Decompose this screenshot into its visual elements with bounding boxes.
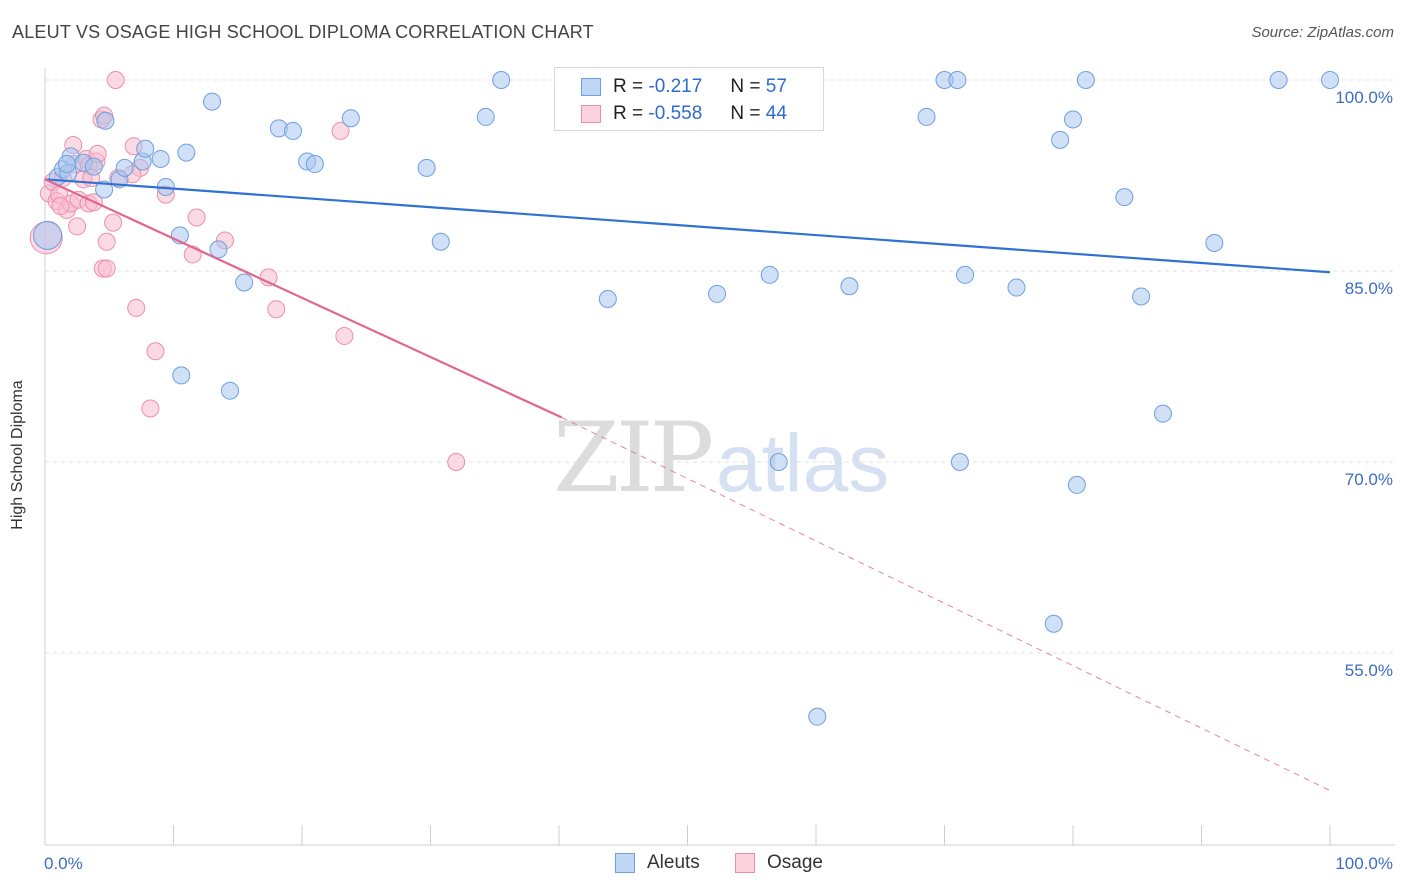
osage-point bbox=[447, 453, 466, 471]
bottom-legend-label-aleuts: Aleuts bbox=[647, 852, 700, 873]
legend-n-value-osage: 44 bbox=[765, 103, 787, 124]
aleut-point bbox=[57, 155, 76, 174]
aleut-point bbox=[1321, 71, 1339, 89]
y-tick-label: 55.0% bbox=[1345, 661, 1393, 680]
osage-point bbox=[331, 121, 350, 140]
aleut-point bbox=[1153, 404, 1172, 423]
aleut-point bbox=[708, 284, 727, 303]
osage-point bbox=[68, 217, 87, 236]
tick-labels: 100.0% 85.0% 70.0% 55.0% 0.0% 100.0% bbox=[44, 88, 1393, 873]
x-tick-label: 100.0% bbox=[1335, 854, 1393, 873]
aleut-point bbox=[33, 220, 63, 250]
aleut-trend-line bbox=[44, 178, 1331, 274]
aleut-point bbox=[1007, 278, 1026, 297]
legend-row-osage: R = -0.558 N = 44 bbox=[581, 101, 787, 127]
osage-point bbox=[187, 208, 206, 227]
legend-r-label: R = bbox=[613, 76, 644, 97]
aleut-point bbox=[1205, 233, 1224, 252]
osage-point bbox=[141, 399, 160, 418]
aleut-point bbox=[1132, 287, 1151, 306]
trend-lines bbox=[44, 178, 1331, 791]
osage-point bbox=[267, 300, 286, 319]
x-tick-label: 0.0% bbox=[44, 854, 83, 873]
aleut-point bbox=[177, 143, 196, 162]
aleut-point bbox=[1076, 71, 1095, 89]
aleut-point bbox=[948, 71, 967, 89]
aleut-point bbox=[151, 149, 170, 168]
aleut-point bbox=[917, 107, 936, 126]
bottom-legend-swatch-osage bbox=[735, 853, 755, 873]
bottom-legend-aleuts: Aleuts bbox=[615, 852, 700, 874]
legend-n-label: N = bbox=[730, 76, 761, 97]
aleut-point bbox=[136, 139, 155, 158]
osage-trend-line bbox=[44, 178, 563, 419]
aleut-point bbox=[950, 453, 969, 471]
legend-r-value-aleuts: -0.217 bbox=[648, 76, 703, 97]
grid-lines bbox=[45, 79, 1395, 654]
aleut-point bbox=[305, 155, 324, 174]
aleut-point bbox=[209, 240, 228, 259]
watermark-atlas: atlas bbox=[716, 418, 889, 509]
aleut-point bbox=[1067, 475, 1086, 494]
aleut-point bbox=[769, 453, 788, 471]
aleut-point bbox=[1051, 130, 1070, 149]
aleut-point bbox=[96, 111, 115, 130]
source-label: Source: ZipAtlas.com bbox=[1251, 24, 1394, 41]
aleut-point bbox=[492, 71, 511, 89]
aleut-point bbox=[476, 107, 495, 126]
aleut-point bbox=[84, 157, 103, 176]
osage-point bbox=[97, 259, 116, 278]
aleut-point bbox=[431, 232, 450, 251]
aleut-point bbox=[221, 381, 240, 400]
osage-point bbox=[106, 71, 125, 89]
aleut-point bbox=[341, 109, 360, 128]
aleut-point bbox=[235, 273, 254, 292]
osage-point bbox=[127, 298, 146, 317]
watermark-zip: ZIP bbox=[553, 402, 712, 514]
aleut-point bbox=[95, 180, 114, 199]
aleut-point bbox=[808, 707, 827, 726]
osage-point bbox=[97, 232, 116, 251]
aleut-point bbox=[598, 290, 617, 309]
osage-point bbox=[335, 326, 354, 345]
aleut-point bbox=[115, 158, 134, 177]
aleut-point bbox=[760, 265, 779, 284]
aleut-point bbox=[1115, 188, 1134, 207]
aleut-point bbox=[417, 158, 436, 177]
legend-swatch-osage bbox=[581, 105, 601, 123]
aleut-points bbox=[33, 71, 1339, 726]
aleut-point bbox=[172, 366, 191, 385]
legend-n-value-aleuts: 57 bbox=[765, 76, 787, 97]
osage-point bbox=[51, 197, 70, 216]
watermark: ZIP atlas bbox=[553, 402, 889, 514]
aleut-point bbox=[1044, 614, 1063, 633]
legend-row-aleuts: R = -0.217 N = 57 bbox=[581, 74, 787, 100]
bottom-legend-swatch-aleuts bbox=[615, 853, 635, 873]
legend-r-label: R = bbox=[613, 103, 644, 124]
legend-swatch-aleuts bbox=[581, 78, 601, 96]
legend-r-value-osage: -0.558 bbox=[648, 103, 703, 124]
aleut-point bbox=[956, 265, 975, 284]
bottom-legend-osage: Osage bbox=[735, 852, 823, 874]
aleut-point bbox=[840, 277, 859, 296]
y-tick-label: 70.0% bbox=[1345, 470, 1393, 489]
aleut-point bbox=[284, 121, 303, 140]
aleut-point bbox=[1064, 110, 1082, 129]
y-tick-label: 100.0% bbox=[1335, 88, 1393, 107]
chart-title: ALEUT VS OSAGE HIGH SCHOOL DIPLOMA CORRE… bbox=[12, 22, 594, 42]
bottom-legend-label-osage: Osage bbox=[767, 852, 823, 873]
bottom-legend: Aleuts Osage bbox=[0, 852, 1406, 878]
legend: R = -0.217 N = 57 R = -0.558 N = 44 bbox=[554, 67, 824, 131]
aleut-point bbox=[203, 92, 222, 111]
osage-point bbox=[104, 213, 123, 232]
legend-n-label: N = bbox=[730, 103, 761, 124]
aleut-point bbox=[1269, 71, 1288, 89]
y-tick-label: 85.0% bbox=[1345, 279, 1393, 298]
osage-point bbox=[146, 342, 165, 361]
